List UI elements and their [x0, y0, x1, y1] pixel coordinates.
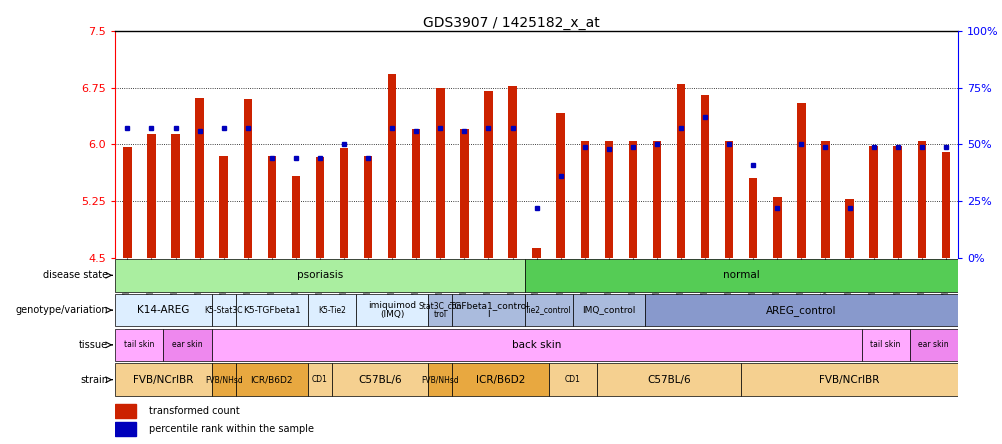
Bar [596, 363, 740, 396]
Text: tissue: tissue [79, 340, 108, 350]
Text: FVB/NCrIBR: FVB/NCrIBR [819, 375, 879, 385]
Bar [211, 329, 861, 361]
Bar [524, 259, 957, 292]
Bar [332, 363, 428, 396]
Bar [219, 156, 227, 258]
Text: percentile rank within the sample: percentile rank within the sample [149, 424, 314, 434]
Bar [460, 129, 468, 258]
Bar [340, 148, 348, 258]
Text: IMQ_control: IMQ_control [581, 305, 635, 315]
Bar [308, 294, 356, 326]
Bar [115, 422, 136, 436]
Text: FVB/NCrIBR: FVB/NCrIBR [133, 375, 193, 385]
Text: K5-Tie2: K5-Tie2 [318, 305, 346, 315]
Bar [917, 141, 925, 258]
Bar [845, 198, 853, 258]
Bar [211, 294, 235, 326]
Bar [556, 113, 564, 258]
Text: strain: strain [80, 375, 108, 385]
Text: ICR/B6D2: ICR/B6D2 [250, 375, 293, 384]
Bar [548, 363, 596, 396]
Text: imiquimod
(IMQ): imiquimod (IMQ) [368, 301, 416, 319]
Bar [243, 99, 252, 258]
Bar [364, 156, 372, 258]
Bar [316, 157, 324, 258]
Text: ear skin: ear skin [918, 341, 948, 349]
Text: ICR/B6D2: ICR/B6D2 [475, 375, 525, 385]
Bar [604, 141, 612, 258]
Text: genotype/variation: genotype/variation [15, 305, 108, 315]
Bar [147, 135, 155, 258]
Bar [211, 363, 235, 396]
Bar [163, 329, 211, 361]
Bar [572, 294, 644, 326]
Bar [428, 363, 452, 396]
Bar [292, 176, 300, 258]
Text: FVB/NHsd: FVB/NHsd [421, 375, 459, 384]
Text: normal: normal [722, 270, 759, 280]
Bar [171, 135, 179, 258]
Bar [740, 363, 957, 396]
Bar [532, 249, 540, 258]
Bar [797, 103, 805, 258]
Text: tail skin: tail skin [124, 341, 154, 349]
Bar [115, 329, 163, 361]
Bar [484, 91, 492, 258]
Text: CD1: CD1 [564, 375, 580, 384]
Bar [909, 329, 957, 361]
Text: disease state: disease state [43, 270, 108, 280]
Bar [941, 152, 949, 258]
Text: K14-AREG: K14-AREG [137, 305, 189, 315]
Bar [821, 141, 829, 258]
Text: Tie2_control: Tie2_control [525, 305, 571, 315]
Bar [452, 294, 524, 326]
Bar [700, 95, 708, 258]
Bar [452, 363, 548, 396]
Bar [436, 88, 444, 258]
Text: CD1: CD1 [312, 375, 328, 384]
Text: K5-Stat3C: K5-Stat3C [204, 305, 242, 315]
Text: ear skin: ear skin [172, 341, 202, 349]
Text: C57BL/6: C57BL/6 [358, 375, 402, 385]
Bar [235, 363, 308, 396]
Bar [308, 363, 332, 396]
Text: TGFbeta1_control
l: TGFbeta1_control l [448, 301, 528, 319]
Bar [268, 156, 276, 258]
Bar [115, 363, 211, 396]
Bar [748, 178, 757, 258]
Text: tail skin: tail skin [870, 341, 900, 349]
Bar [628, 141, 636, 258]
Bar [235, 294, 308, 326]
Bar [115, 259, 524, 292]
Bar [412, 129, 420, 258]
Bar [773, 197, 781, 258]
Bar [123, 147, 131, 258]
Bar [869, 146, 877, 258]
Bar [388, 74, 396, 258]
Bar [115, 404, 136, 417]
Bar [524, 294, 572, 326]
Bar [893, 146, 901, 258]
Bar [115, 294, 211, 326]
Bar [356, 294, 428, 326]
Text: back skin: back skin [511, 340, 561, 350]
Text: transformed count: transformed count [149, 406, 239, 416]
Text: AREG_control: AREG_control [766, 305, 836, 316]
Text: C57BL/6: C57BL/6 [646, 375, 690, 385]
Text: K5-TGFbeta1: K5-TGFbeta1 [242, 305, 301, 315]
Bar [861, 329, 909, 361]
Bar [652, 141, 660, 258]
Bar [724, 141, 732, 258]
Text: psoriasis: psoriasis [297, 270, 343, 280]
Text: Stat3C_con
trol: Stat3C_con trol [418, 301, 462, 319]
Title: GDS3907 / 1425182_x_at: GDS3907 / 1425182_x_at [423, 16, 599, 30]
Bar [580, 141, 588, 258]
Bar [195, 98, 203, 258]
Bar [508, 86, 516, 258]
Bar [676, 84, 684, 258]
Bar [644, 294, 957, 326]
Text: FVB/NHsd: FVB/NHsd [204, 375, 242, 384]
Bar [428, 294, 452, 326]
